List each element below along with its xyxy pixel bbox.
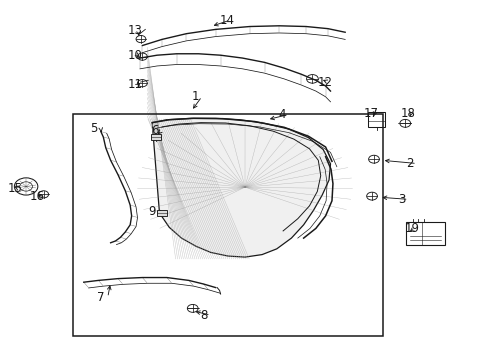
Text: 17: 17 bbox=[364, 107, 379, 120]
Text: 8: 8 bbox=[200, 309, 207, 322]
Text: 10: 10 bbox=[128, 49, 143, 62]
Text: 1: 1 bbox=[191, 90, 199, 103]
Text: 9: 9 bbox=[148, 205, 156, 218]
Text: 2: 2 bbox=[406, 157, 414, 170]
Text: 6: 6 bbox=[151, 124, 158, 137]
Text: 13: 13 bbox=[128, 24, 143, 37]
Text: 19: 19 bbox=[404, 221, 419, 235]
Text: 3: 3 bbox=[398, 193, 405, 206]
Text: 11: 11 bbox=[128, 78, 143, 91]
Text: 18: 18 bbox=[400, 107, 415, 120]
Bar bbox=[368, 112, 385, 127]
Text: 14: 14 bbox=[220, 14, 235, 27]
Bar bbox=[157, 210, 167, 216]
Bar bbox=[406, 222, 445, 245]
Bar bbox=[73, 114, 383, 336]
Text: 16: 16 bbox=[30, 190, 45, 203]
Polygon shape bbox=[152, 118, 331, 257]
Text: 5: 5 bbox=[90, 122, 98, 135]
Bar bbox=[151, 134, 161, 140]
Text: 12: 12 bbox=[318, 76, 332, 89]
Text: 15: 15 bbox=[8, 182, 23, 195]
Text: 7: 7 bbox=[97, 291, 104, 304]
Text: 4: 4 bbox=[278, 108, 286, 121]
